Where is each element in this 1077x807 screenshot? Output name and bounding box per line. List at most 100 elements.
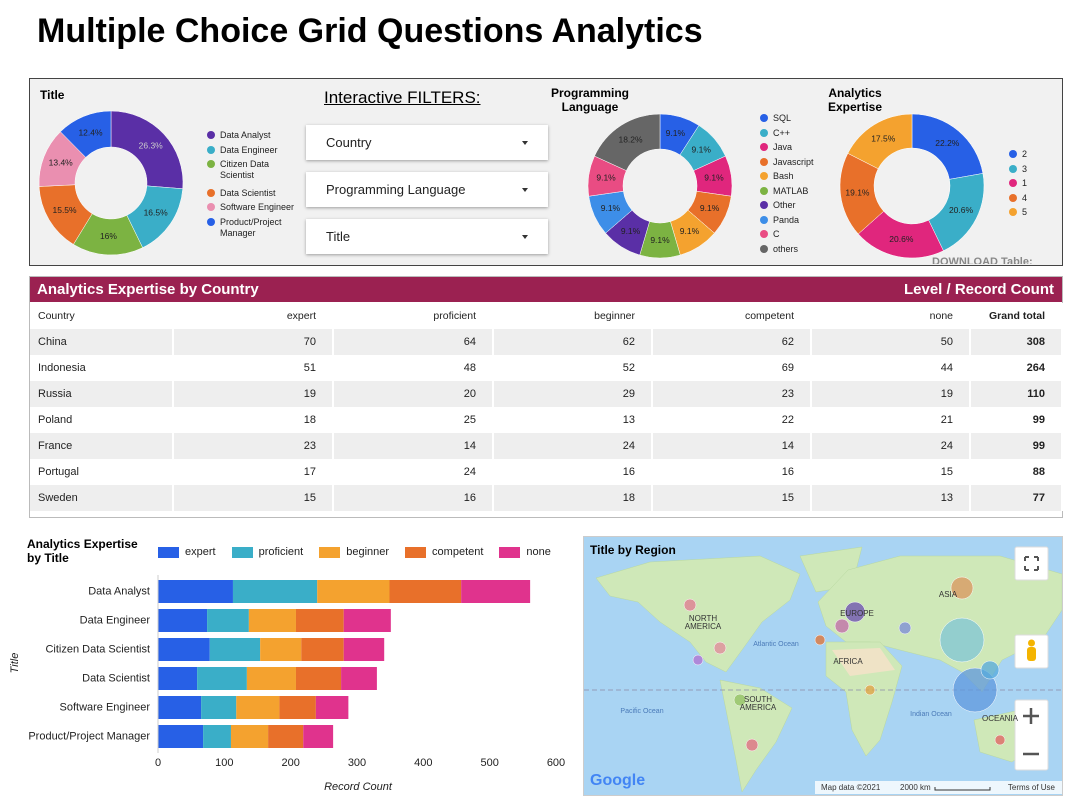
table-cell: 69 [652, 355, 812, 381]
table-cell: 70 [173, 329, 334, 355]
legend-label: Data Analyst [220, 130, 271, 140]
legend-item: beginner [319, 546, 389, 558]
table-cell: 64 [333, 329, 494, 355]
legend-label: none [526, 546, 551, 558]
legend-label: beginner [346, 546, 390, 558]
legend-swatch [207, 160, 215, 168]
legend-swatch [760, 215, 768, 224]
map-bubble [864, 684, 876, 696]
bar-segment [279, 696, 316, 719]
legend-item: Other [760, 200, 830, 211]
dropdown-caret [522, 140, 528, 145]
table-cell: 62 [652, 329, 812, 355]
table-cell: 15 [652, 485, 812, 511]
bar-segment [158, 667, 198, 690]
legend-label: 1 [1022, 178, 1028, 188]
legend-swatch [1009, 208, 1017, 216]
table-cell: 18 [493, 485, 653, 511]
table-cell: Portugal [30, 459, 174, 485]
legend-swatch [760, 157, 768, 166]
legend-item: 1 [1009, 178, 1039, 189]
legend-item: C++ [760, 128, 830, 139]
slice-label: 16.5% [144, 208, 169, 218]
table-row: Russia 19 20 29 23 19 110 [30, 381, 1063, 407]
fullscreen-icon [1024, 556, 1039, 571]
table-cell: 48 [333, 355, 494, 381]
table-cell: Russia [30, 381, 174, 407]
donut-slice [110, 110, 184, 190]
map-control[interactable] [1014, 546, 1049, 581]
legend-swatch [499, 546, 521, 558]
table-cell: 14 [333, 433, 494, 459]
legend-item: 2 [1009, 149, 1039, 160]
legend-swatch [760, 114, 768, 122]
chart-title: Analytics Expertise [827, 86, 883, 114]
table-cell: 25 [333, 407, 494, 433]
map-bubble [844, 601, 866, 623]
bar-segment [207, 609, 249, 632]
table-cell: 21 [811, 407, 971, 433]
legend-item: Bash [760, 171, 830, 182]
legend-swatch [1009, 164, 1017, 173]
filter-dropdown[interactable]: Country [306, 125, 548, 160]
filter-dropdown[interactable]: Title [306, 219, 548, 254]
table-cell: 16 [493, 459, 653, 485]
map-label: Atlantic Ocean [753, 641, 799, 648]
table-cell: 88 [970, 459, 1063, 485]
legend-label: Other [773, 200, 796, 210]
map-terms: Terms of Use [1008, 783, 1056, 792]
bar-segment [343, 638, 385, 661]
slice-label: 26.3% [139, 141, 164, 151]
table-cell: 62 [493, 329, 653, 355]
table-cell: 17 [173, 459, 334, 485]
legend-label: Data Scientist [220, 187, 276, 198]
legend-item: Product/Project Manager [207, 217, 297, 239]
legend-item: Java [760, 142, 830, 153]
table-cell: 110 [970, 381, 1063, 407]
legend-item: Panda [760, 215, 830, 226]
table-row: France 23 14 24 14 24 99 [30, 433, 1063, 459]
table-cell: 13 [811, 485, 971, 511]
x-tick-label: 400 [414, 757, 432, 769]
map-label: OCEANIA [981, 714, 1018, 723]
map-bubble [745, 738, 759, 752]
chart-title: Analytics Expertise by Title [27, 537, 138, 565]
slice-label: 9.1% [621, 226, 641, 236]
legend-label: Product/Project Manager [220, 216, 282, 238]
y-axis-title: Title [9, 653, 21, 674]
slice-label: 9.1% [680, 226, 700, 236]
slice-label: 15.5% [52, 205, 77, 215]
legend-item: Data Analyst [207, 130, 297, 141]
map [584, 537, 1062, 795]
table-cell: 24 [493, 433, 653, 459]
page-title: Multiple Choice Grid Questions Analytics [37, 12, 703, 50]
column-header: Country [30, 303, 174, 329]
bar-segment [158, 609, 208, 632]
map-control[interactable] [1014, 699, 1049, 771]
pegman-head [1028, 639, 1035, 647]
bar-segment [158, 580, 233, 603]
x-tick-label: 100 [215, 757, 233, 769]
column-header: proficient [333, 303, 494, 329]
slice-label: 9.1% [700, 203, 720, 213]
map-bubble [683, 598, 697, 612]
filter-dropdown[interactable]: Programming Language [306, 172, 548, 207]
legend-item: 3 [1009, 164, 1039, 175]
map-bubble [692, 654, 704, 666]
map-bubble [834, 618, 850, 634]
bar-segment [230, 725, 269, 748]
table-cell: China [30, 329, 174, 355]
legend-swatch [760, 244, 768, 253]
legend-item: proficient [231, 546, 303, 558]
legend-label: Bash [773, 171, 794, 181]
y-tick-label: Data Engineer [80, 614, 151, 626]
map-label: SOUTH AMERICA [739, 695, 777, 712]
legend-swatch [760, 201, 768, 209]
table-cell: 16 [652, 459, 812, 485]
table-cell: Poland [30, 407, 174, 433]
legend-item: none [499, 546, 551, 558]
table-row: Sweden 15 16 18 15 13 77 [30, 485, 1063, 511]
bar-segment [232, 580, 318, 603]
bar-segment [158, 696, 202, 719]
table-cell: France [30, 433, 174, 459]
